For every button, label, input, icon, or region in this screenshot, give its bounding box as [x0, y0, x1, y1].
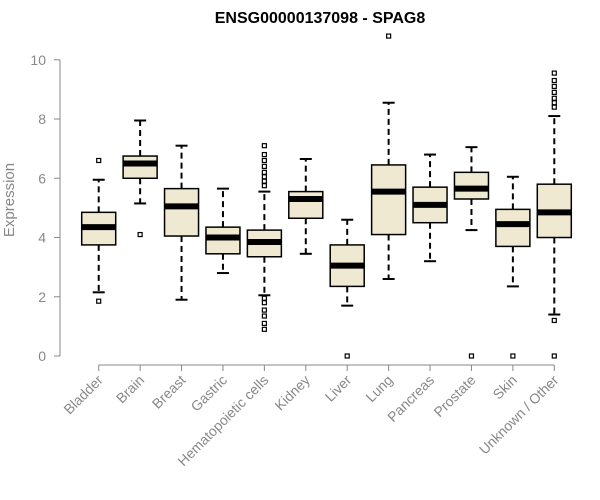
box-unknown-other: [536, 70, 573, 359]
y-tick-label: 10: [30, 52, 46, 68]
outlier-point: [551, 70, 557, 76]
box-hematopoietic-cells: [246, 143, 283, 332]
x-tick-label: Unknown / Other: [476, 372, 562, 458]
iqr-box: [122, 155, 158, 180]
x-tick-label: Breast: [149, 372, 189, 412]
x-tick-label: Skin: [489, 372, 520, 403]
outlier-point: [551, 100, 557, 106]
y-tick-label: 2: [38, 289, 46, 305]
boxes-group: [80, 33, 573, 359]
x-tick-label: Liver: [322, 372, 355, 405]
y-axis-title: Expression: [1, 163, 18, 237]
box-gastric: [205, 187, 241, 275]
box-liver: [329, 218, 365, 359]
outlier-point: [261, 183, 267, 189]
outlier-point: [510, 353, 516, 359]
y-axis: 0 2 4 6 8 10: [30, 52, 61, 364]
iqr-box: [163, 187, 200, 237]
chart-title: ENSG00000137098 - SPAG8: [215, 10, 426, 27]
box-lung: [370, 33, 407, 280]
iqr-box: [370, 164, 407, 236]
outlier-point: [386, 33, 392, 39]
outlier-point: [261, 143, 267, 149]
outlier-point: [261, 313, 267, 319]
outlier-point: [96, 157, 102, 164]
x-tick-label: Prostate: [430, 372, 478, 420]
outlier-point: [551, 95, 557, 101]
y-tick-label: 4: [38, 230, 46, 246]
x-tick-label: Lung: [362, 372, 395, 405]
x-tick-label: Bladder: [60, 372, 106, 418]
y-tick-label: 0: [38, 348, 46, 364]
outlier-point: [261, 178, 267, 184]
outlier-point: [551, 104, 557, 110]
x-tick-label: Brain: [113, 372, 147, 406]
box-kidney: [288, 158, 324, 255]
outlier-point: [96, 298, 102, 304]
x-tick-label: Kidney: [271, 372, 313, 414]
y-tick-label: 6: [38, 170, 46, 186]
outlier-point: [261, 307, 267, 313]
outlier-point: [551, 353, 557, 359]
box-skin: [495, 175, 531, 359]
outlier-point: [261, 169, 267, 175]
outlier-point: [551, 89, 557, 95]
box-pancreas: [412, 153, 448, 263]
outlier-point: [261, 300, 267, 306]
outlier-point: [261, 163, 267, 170]
outlier-point: [551, 77, 557, 84]
outlier-point: [468, 353, 475, 359]
outlier-point: [261, 174, 267, 180]
box-breast: [163, 144, 200, 301]
outlier-point: [344, 353, 350, 359]
outlier-point: [261, 326, 267, 332]
iqr-box: [288, 190, 324, 220]
box-bladder: [80, 157, 117, 304]
box-brain: [122, 119, 158, 238]
outlier-point: [261, 157, 267, 164]
iqr-box: [495, 208, 531, 248]
outlier-point: [261, 151, 267, 158]
outlier-point: [551, 317, 557, 324]
box-prostate: [453, 146, 490, 359]
outlier-point: [261, 320, 267, 327]
outlier-point: [551, 83, 557, 90]
outlier-point: [137, 231, 143, 238]
y-tick-label: 8: [38, 111, 46, 127]
outlier-point: [261, 295, 267, 301]
